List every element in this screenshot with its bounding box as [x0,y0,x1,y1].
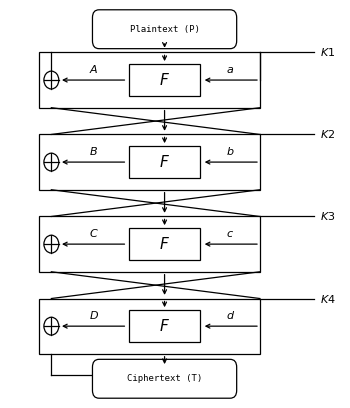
Text: $\mathit{K4}$: $\mathit{K4}$ [320,293,335,304]
Text: $\mathit{D}$: $\mathit{D}$ [89,309,99,321]
Text: $\mathit{B}$: $\mathit{B}$ [90,145,98,157]
Text: $F$: $F$ [159,72,170,88]
Text: $\mathit{d}$: $\mathit{d}$ [225,309,235,321]
Text: $F$: $F$ [159,236,170,252]
Text: Ciphertext (T): Ciphertext (T) [127,374,202,383]
Bar [129,146,200,178]
Circle shape [44,317,59,335]
Text: $\mathit{K1}$: $\mathit{K1}$ [320,47,335,58]
Circle shape [44,235,59,253]
Text: Plaintext (P): Plaintext (P) [130,25,200,34]
Text: $\mathit{K3}$: $\mathit{K3}$ [320,211,335,222]
Bar [40,217,260,272]
Text: $\mathit{c}$: $\mathit{c}$ [226,229,234,239]
Bar [129,64,200,96]
Text: $F$: $F$ [159,154,170,170]
Text: $\mathit{b}$: $\mathit{b}$ [226,145,234,157]
FancyBboxPatch shape [92,10,237,49]
Bar [129,228,200,260]
Text: $F$: $F$ [159,318,170,334]
FancyBboxPatch shape [92,359,237,398]
Bar [40,299,260,354]
Bar [129,310,200,342]
Text: $\mathit{a}$: $\mathit{a}$ [226,65,234,75]
Circle shape [44,71,59,89]
Bar [40,135,260,190]
Text: $\mathit{C}$: $\mathit{C}$ [89,227,99,239]
Bar [40,52,260,108]
Circle shape [44,153,59,171]
Text: $\mathit{A}$: $\mathit{A}$ [89,63,99,75]
Text: $\mathit{K2}$: $\mathit{K2}$ [320,129,335,140]
